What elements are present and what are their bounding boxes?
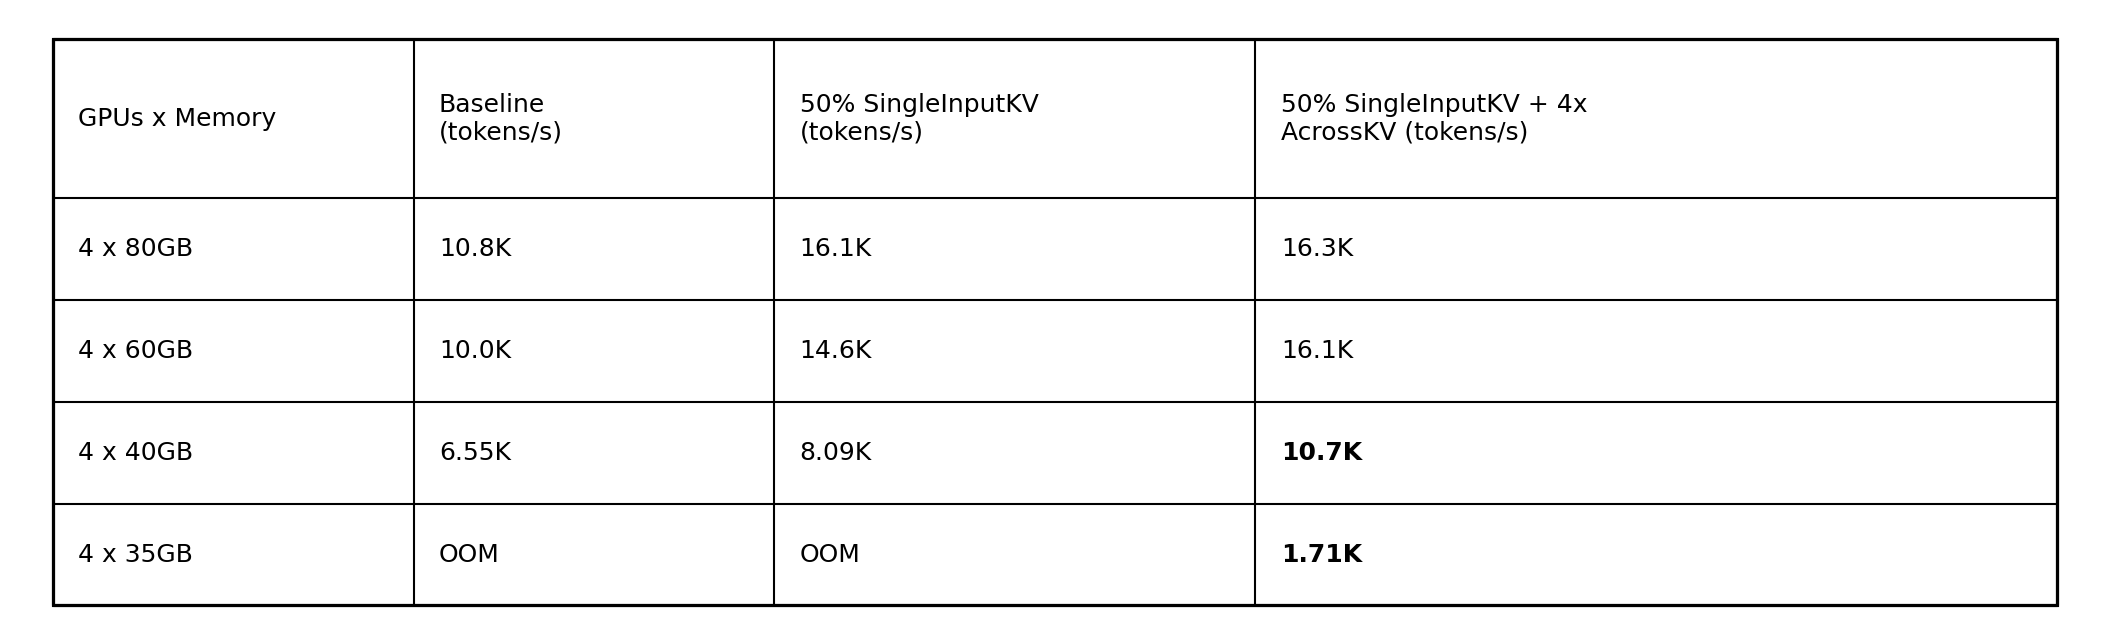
Text: 4 x 40GB: 4 x 40GB [78,440,194,465]
Text: 6.55K: 6.55K [439,440,511,465]
Text: 8.09K: 8.09K [800,440,871,465]
Text: OOM: OOM [800,542,861,567]
Text: 16.1K: 16.1K [1281,339,1353,363]
Text: 50% SingleInputKV + 4x
AcrossKV (tokens/s): 50% SingleInputKV + 4x AcrossKV (tokens/… [1281,93,1587,144]
Text: 50% SingleInputKV
(tokens/s): 50% SingleInputKV (tokens/s) [800,93,1038,144]
Text: Baseline
(tokens/s): Baseline (tokens/s) [439,93,563,144]
Text: 4 x 80GB: 4 x 80GB [78,238,194,261]
Text: 10.0K: 10.0K [439,339,511,363]
Text: 1.71K: 1.71K [1281,542,1361,567]
Text: GPUs x Memory: GPUs x Memory [78,106,276,131]
Text: OOM: OOM [439,542,500,567]
Text: 16.3K: 16.3K [1281,238,1353,261]
Text: 4 x 60GB: 4 x 60GB [78,339,194,363]
Bar [53,39,2057,605]
Text: 10.8K: 10.8K [439,238,511,261]
Text: 16.1K: 16.1K [800,238,871,261]
Text: 4 x 35GB: 4 x 35GB [78,542,192,567]
Text: 14.6K: 14.6K [800,339,871,363]
Text: 10.7K: 10.7K [1281,440,1361,465]
